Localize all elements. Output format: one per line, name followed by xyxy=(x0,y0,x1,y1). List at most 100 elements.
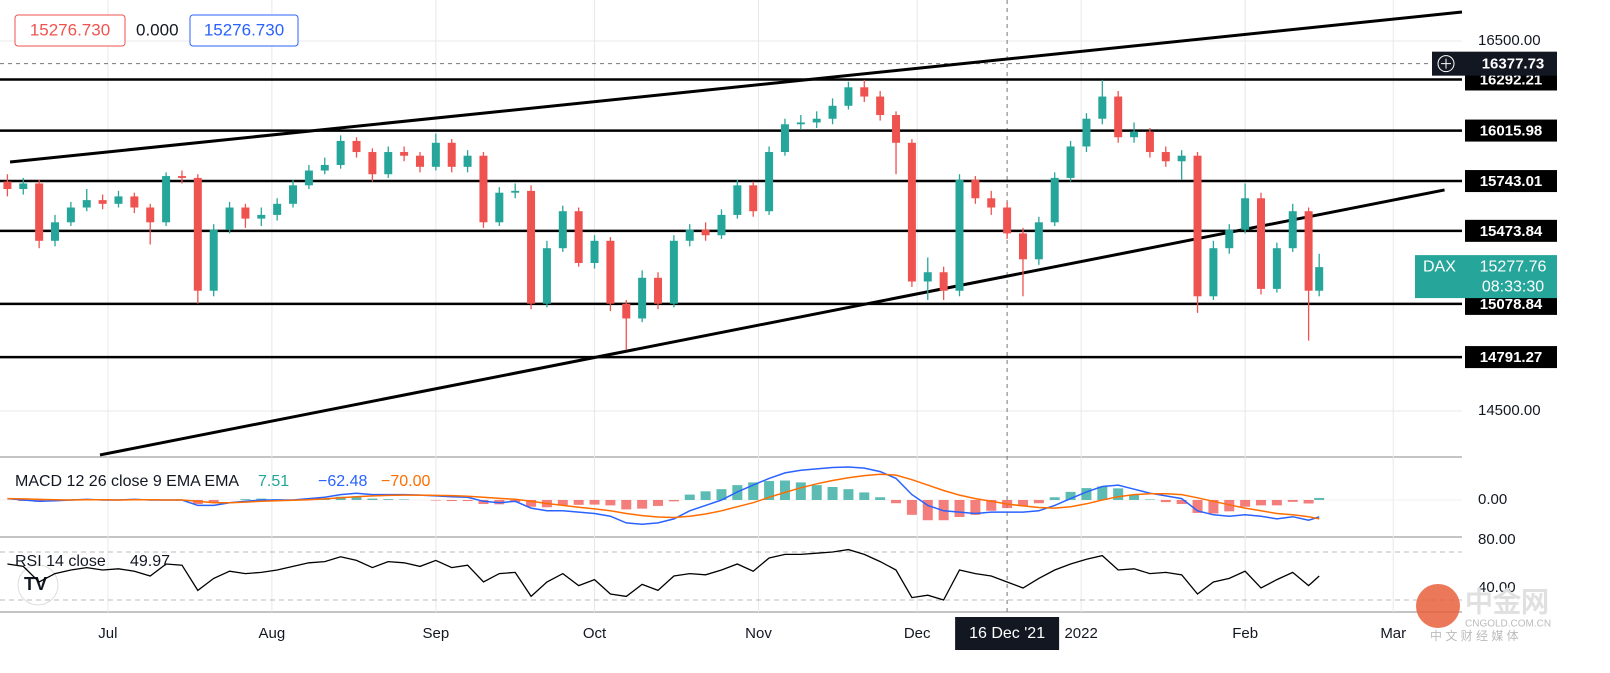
y-tick-label: 16500.00 xyxy=(1478,32,1541,49)
macd-histogram-bar xyxy=(668,499,679,502)
candle-body xyxy=(352,140,361,153)
candle-body xyxy=(955,179,964,291)
level-label-box xyxy=(1465,119,1557,142)
candle-body xyxy=(336,140,345,165)
macd-legend-name: MACD 12 26 close 9 EMA EMA xyxy=(15,473,239,490)
macd-histogram-bar xyxy=(573,499,584,505)
macd-histogram-bar xyxy=(970,499,981,515)
macd-histogram-bar xyxy=(240,499,251,500)
macd-legend-value: −70.00 xyxy=(381,473,430,490)
macd-histogram-bar xyxy=(1129,494,1140,500)
x-tick-label: Feb xyxy=(1232,625,1258,642)
trendline xyxy=(9,10,1463,164)
macd-histogram-bar xyxy=(351,496,362,500)
rsi-legend-value: 49.97 xyxy=(130,553,170,570)
macd-histogram-bar xyxy=(986,499,997,511)
candle-body xyxy=(1066,146,1075,178)
candle-body xyxy=(35,183,44,241)
macd-histogram-bar xyxy=(1256,499,1267,506)
candle-body xyxy=(1130,131,1139,138)
candle-body xyxy=(162,176,171,223)
candle-body xyxy=(860,87,869,97)
candle-body xyxy=(701,229,710,236)
candle-body xyxy=(780,124,789,153)
trendline xyxy=(99,188,1445,457)
y-tick-label: 40.00 xyxy=(1478,579,1516,596)
macd-histogram-bar xyxy=(637,499,648,509)
level-label: 14791.27 xyxy=(1480,349,1543,366)
macd-histogram-bar xyxy=(1144,499,1155,500)
candle-body xyxy=(368,152,377,175)
macd-histogram-bar xyxy=(764,481,775,500)
macd-legend-value: 7.51 xyxy=(258,473,289,490)
macd-histogram-bar xyxy=(1033,499,1044,504)
macd-histogram-bar xyxy=(827,487,838,500)
macd-histogram-bar xyxy=(526,499,537,507)
macd-histogram-bar xyxy=(462,499,473,502)
candle-body xyxy=(1288,211,1297,249)
candle-body xyxy=(812,118,821,123)
candle-body xyxy=(463,155,472,167)
candle-body xyxy=(1225,229,1234,249)
candle-body xyxy=(1018,233,1027,260)
macd-histogram-bar xyxy=(446,499,457,502)
macd-histogram-bar xyxy=(891,499,902,504)
watermark-logo xyxy=(1416,584,1460,628)
crosshair-price: 16377.73 xyxy=(1482,56,1545,73)
candle-body xyxy=(844,87,853,106)
macd-histogram-bar xyxy=(748,482,759,500)
candle-body xyxy=(1272,248,1281,289)
y-tick-label: 80.00 xyxy=(1478,531,1516,548)
macd-histogram-bar xyxy=(1271,499,1282,506)
candle-body xyxy=(622,303,631,319)
macd-histogram-bar xyxy=(1065,491,1076,500)
candle-body xyxy=(606,240,615,304)
candle-body xyxy=(82,200,91,208)
macd-histogram-bar xyxy=(700,491,711,500)
last-price-box xyxy=(1415,255,1557,299)
candle-body xyxy=(892,115,901,143)
candle-body xyxy=(273,203,282,215)
candle-body xyxy=(177,176,186,178)
level-label-box xyxy=(1465,346,1557,369)
macd-histogram-bar xyxy=(795,482,806,500)
x-tick-label: Sep xyxy=(422,625,449,642)
candle-body xyxy=(193,177,202,291)
macd-histogram-bar xyxy=(1224,499,1235,512)
macd-histogram-bar xyxy=(859,492,870,500)
rsi-line xyxy=(7,548,1320,601)
candle-body xyxy=(733,185,742,215)
candle-body xyxy=(130,196,139,208)
macd-histogram-bar xyxy=(1160,499,1171,503)
candle-body xyxy=(209,229,218,291)
candle-body xyxy=(574,211,583,263)
candle-body xyxy=(1241,198,1250,230)
candle-body xyxy=(1145,131,1154,153)
macd-histogram-bar xyxy=(906,499,917,515)
candle-body xyxy=(1304,211,1313,291)
candle-body xyxy=(495,192,504,223)
candle-body xyxy=(1114,96,1123,138)
candle-body xyxy=(51,222,60,241)
candle-body xyxy=(1161,152,1170,162)
candle-body xyxy=(1257,198,1266,289)
badge-value: 15276.730 xyxy=(204,20,284,39)
rsi-legend-name: RSI 14 close xyxy=(15,553,106,570)
level-label-box xyxy=(1465,170,1557,193)
macd-histogram-bar xyxy=(1192,499,1203,513)
macd-histogram-bar xyxy=(1240,499,1251,507)
candle-body xyxy=(749,185,758,212)
badge-value: 0.000 xyxy=(136,20,179,39)
candle-body xyxy=(638,277,647,319)
candle-body xyxy=(400,152,409,156)
signal-line xyxy=(7,473,1320,520)
y-tick-label: 14500.00 xyxy=(1478,402,1541,419)
crosshair-icon xyxy=(1437,55,1455,73)
candle-body xyxy=(876,96,885,116)
candle-body xyxy=(542,248,551,304)
macd-histogram-bar xyxy=(430,499,441,501)
candle-body xyxy=(3,181,12,190)
candle-body xyxy=(1315,267,1324,291)
